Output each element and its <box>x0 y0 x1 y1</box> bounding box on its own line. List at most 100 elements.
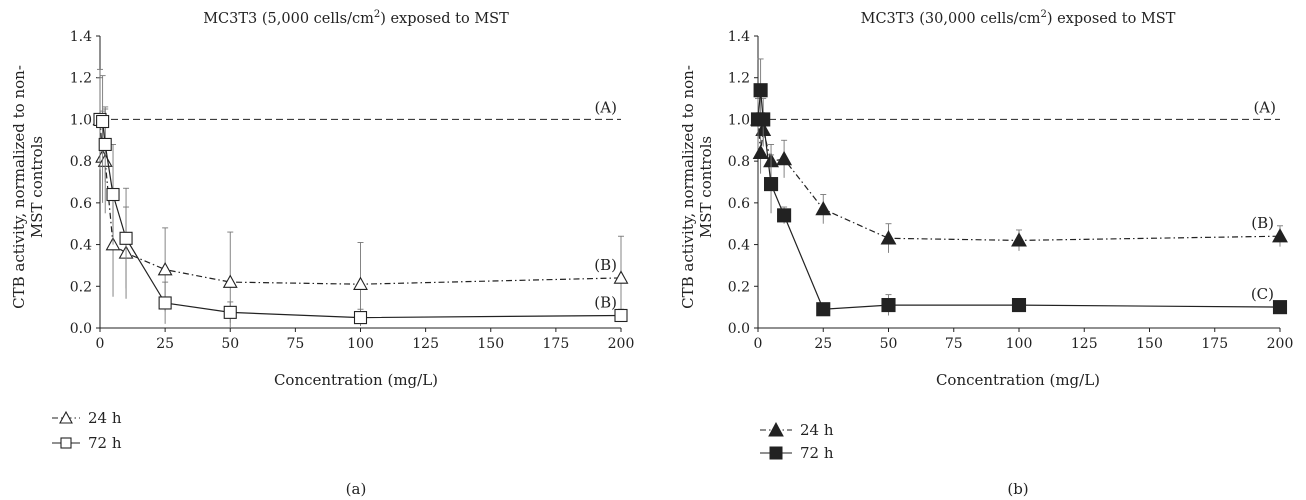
series-end-label: (B) <box>594 256 617 274</box>
legend-a-item-24h: 24 h <box>52 409 122 427</box>
y-tick-label: 0.6 <box>728 196 750 212</box>
legend-b-label-24h: 24 h <box>800 421 834 439</box>
x-tick-label: 75 <box>286 336 304 352</box>
data-point-square <box>614 308 628 323</box>
series-24h: (B) <box>92 77 629 328</box>
y-tick-label: 0.4 <box>70 238 92 254</box>
legend-b-item-24h: 24 h <box>760 421 834 439</box>
x-tick-label: 50 <box>880 336 898 352</box>
data-point-square <box>158 296 172 310</box>
panel-b-ylabel: CTB activity, normalized to non-MST cont… <box>679 65 715 309</box>
legend-a-triangle-icon <box>59 410 73 424</box>
reference-line-label: (A) <box>594 98 617 116</box>
legend-b-triangle-icon <box>768 421 784 437</box>
panel-b-caption: (b) <box>1007 480 1028 498</box>
panel-b-xlabel: Concentration (mg/L) <box>936 371 1100 389</box>
legend-b-item-72h: 72 h <box>760 444 834 462</box>
y-tick-label: 1.2 <box>728 71 750 87</box>
y-tick-label: 0.4 <box>728 238 750 254</box>
data-point-triangle <box>815 200 832 216</box>
data-point-square <box>96 114 110 129</box>
series-72h: (B) <box>93 68 628 326</box>
x-tick-label: 100 <box>1006 336 1033 352</box>
panel-a: MC3T3 (5,000 cells/cm2) exposed to MST C… <box>10 9 634 498</box>
data-point-square <box>1272 300 1288 315</box>
series-line <box>757 90 1281 310</box>
x-tick-label: 150 <box>1136 336 1163 352</box>
series-72h: (C) <box>750 58 1288 317</box>
x-tick-label: 75 <box>945 336 963 352</box>
legend-a-square-icon <box>60 437 72 449</box>
y-tick-label: 1.0 <box>728 112 750 128</box>
panel-a-plot-area: 0.0 0.2 0.4 0.6 0.8 1.0 1.2 1.4 0 25 50 75 100 125 150… <box>70 29 635 352</box>
y-tick-label: 1.2 <box>70 71 92 87</box>
data-point-triangle <box>157 261 173 276</box>
x-tick-label: 0 <box>96 336 105 352</box>
data-point-triangle <box>776 150 793 166</box>
data-point-triangle <box>613 270 629 284</box>
data-point-square <box>881 298 896 313</box>
panel-b-legend: 24 h 72 h <box>760 421 834 462</box>
data-point-square <box>223 305 237 319</box>
panel-a-ylabel: CTB activity, normalized to non-MST cont… <box>10 65 46 309</box>
y-tick-label: 0.6 <box>70 196 92 212</box>
panel-a-xlabel: Concentration (mg/L) <box>274 371 438 389</box>
x-tick-label: 125 <box>412 336 439 352</box>
y-tick-label: 1.4 <box>728 29 750 45</box>
x-tick-label: 100 <box>347 336 374 352</box>
x-tick-label: 175 <box>543 336 570 352</box>
x-tick-label: 150 <box>477 336 504 352</box>
data-point-square <box>119 231 133 245</box>
x-tick-label: 0 <box>754 336 763 352</box>
data-point-square <box>1011 298 1027 313</box>
data-point-square <box>763 177 779 192</box>
x-tick-label: 25 <box>156 336 174 352</box>
series-end-label: (C) <box>1251 285 1274 303</box>
y-tick-label: 0.2 <box>70 279 92 295</box>
panel-a-legend: 24 h 72 h <box>52 409 122 452</box>
y-tick-label: 0.0 <box>70 321 92 337</box>
y-tick-label: 0.8 <box>70 154 92 170</box>
data-point-triangle <box>353 276 368 290</box>
series-24h: (B) <box>750 87 1288 253</box>
data-point-square <box>777 208 792 223</box>
data-point-triangle <box>222 274 238 288</box>
legend-b-label-72h: 72 h <box>800 444 834 462</box>
data-point-triangle <box>1011 232 1027 247</box>
panel-b-title: MC3T3 (30,000 cells/cm2) exposed to MST <box>861 9 1176 27</box>
legend-a-item-72h: 72 h <box>52 434 122 452</box>
y-tick-label: 1.4 <box>70 29 92 45</box>
y-tick-label: 0.8 <box>728 154 750 170</box>
data-point-square <box>753 83 768 98</box>
panel-a-title: MC3T3 (5,000 cells/cm2) exposed to MST <box>203 9 509 27</box>
data-point-triangle <box>752 144 769 159</box>
panel-a-caption: (a) <box>346 480 367 498</box>
legend-b-square-icon <box>769 446 783 460</box>
legend-a-label-24h: 24 h <box>88 409 122 427</box>
x-tick-label: 175 <box>1201 336 1228 352</box>
data-point-triangle <box>880 230 897 245</box>
y-tick-label: 0.0 <box>728 321 750 337</box>
data-point-triangle <box>1272 228 1288 243</box>
series-end-label: (B) <box>594 293 617 311</box>
data-point-square <box>816 302 831 317</box>
x-tick-label: 50 <box>221 336 239 352</box>
data-point-square <box>98 137 112 152</box>
data-point-square <box>756 112 771 127</box>
x-tick-label: 125 <box>1071 336 1098 352</box>
x-tick-label: 200 <box>1267 336 1294 352</box>
series-line <box>757 119 1281 242</box>
series-line <box>99 119 622 285</box>
panel-b: MC3T3 (30,000 cells/cm2) exposed to MST … <box>679 9 1293 498</box>
reference-line-label: (A) <box>1253 98 1276 116</box>
y-tick-label: 1.0 <box>70 112 92 128</box>
data-point-square <box>106 187 120 202</box>
data-point-square <box>353 311 368 325</box>
panel-b-plot-area: 0.0 0.2 0.4 0.6 0.8 1.0 1.2 1.4 0 25 50 75 100 125 150… <box>728 29 1294 352</box>
series-end-label: (B) <box>1251 214 1274 232</box>
x-tick-label: 200 <box>608 336 635 352</box>
x-tick-label: 25 <box>814 336 832 352</box>
legend-a-label-72h: 72 h <box>88 434 122 452</box>
y-tick-label: 0.2 <box>728 279 750 295</box>
